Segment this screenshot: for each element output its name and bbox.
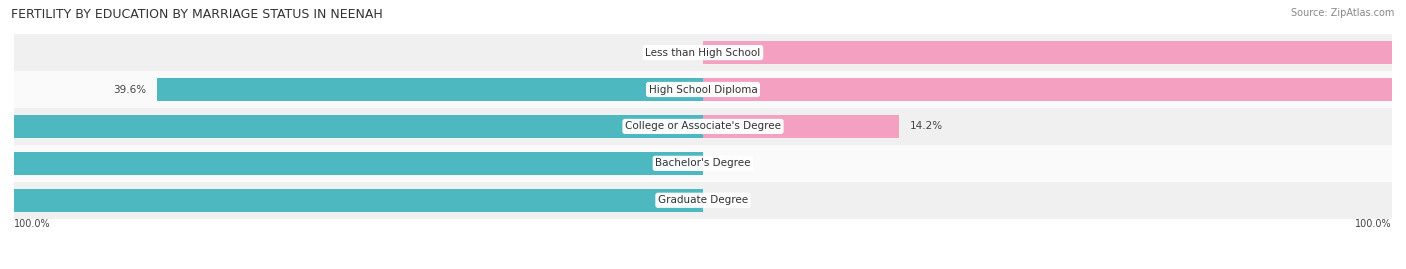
Bar — [0, 189, 703, 212]
Bar — [14, 71, 1392, 108]
Bar — [14, 145, 1392, 182]
Text: 100.0%: 100.0% — [14, 220, 51, 229]
Text: High School Diploma: High School Diploma — [648, 84, 758, 94]
Text: 0.0%: 0.0% — [665, 48, 692, 58]
Text: 100.0%: 100.0% — [1355, 220, 1392, 229]
Bar — [14, 34, 1392, 71]
Text: Source: ZipAtlas.com: Source: ZipAtlas.com — [1291, 8, 1395, 18]
Bar — [14, 182, 1392, 219]
Text: Graduate Degree: Graduate Degree — [658, 195, 748, 205]
Bar — [703, 41, 1406, 64]
Bar — [703, 78, 1406, 101]
Bar — [0, 152, 703, 175]
Text: 14.2%: 14.2% — [910, 121, 943, 132]
Text: Bachelor's Degree: Bachelor's Degree — [655, 158, 751, 168]
Bar — [703, 115, 898, 138]
Text: College or Associate's Degree: College or Associate's Degree — [626, 121, 780, 132]
Text: 39.6%: 39.6% — [114, 84, 146, 94]
Text: 0.0%: 0.0% — [714, 195, 741, 205]
Bar — [0, 115, 703, 138]
Bar — [157, 78, 703, 101]
Bar — [14, 108, 1392, 145]
Text: Less than High School: Less than High School — [645, 48, 761, 58]
Text: FERTILITY BY EDUCATION BY MARRIAGE STATUS IN NEENAH: FERTILITY BY EDUCATION BY MARRIAGE STATU… — [11, 8, 382, 21]
Text: 0.0%: 0.0% — [714, 158, 741, 168]
